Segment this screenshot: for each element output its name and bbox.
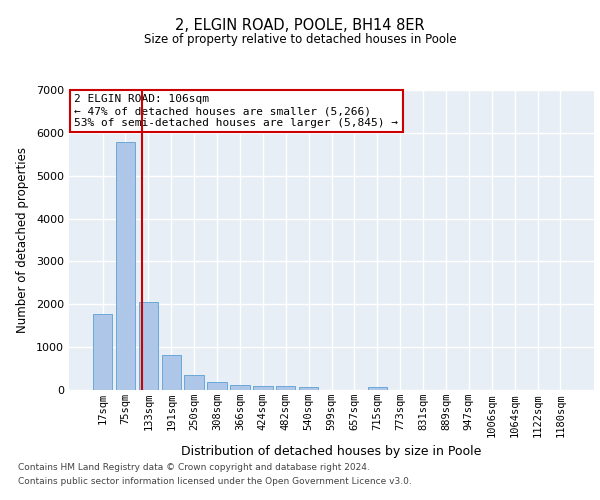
Bar [253, 386, 272, 390]
Bar [208, 382, 227, 390]
Bar [184, 376, 204, 390]
Bar [368, 387, 387, 390]
Bar [299, 387, 319, 390]
Bar [161, 355, 181, 390]
Bar [116, 142, 135, 390]
Text: 2, ELGIN ROAD, POOLE, BH14 8ER: 2, ELGIN ROAD, POOLE, BH14 8ER [175, 18, 425, 32]
Text: Contains HM Land Registry data © Crown copyright and database right 2024.: Contains HM Land Registry data © Crown c… [18, 462, 370, 471]
Text: 2 ELGIN ROAD: 106sqm
← 47% of detached houses are smaller (5,266)
53% of semi-de: 2 ELGIN ROAD: 106sqm ← 47% of detached h… [74, 94, 398, 128]
Text: Size of property relative to detached houses in Poole: Size of property relative to detached ho… [143, 32, 457, 46]
Text: Contains public sector information licensed under the Open Government Licence v3: Contains public sector information licen… [18, 478, 412, 486]
Bar [139, 302, 158, 390]
Bar [276, 386, 295, 390]
Y-axis label: Number of detached properties: Number of detached properties [16, 147, 29, 333]
Bar [93, 314, 112, 390]
X-axis label: Distribution of detached houses by size in Poole: Distribution of detached houses by size … [181, 445, 482, 458]
Bar [230, 385, 250, 390]
